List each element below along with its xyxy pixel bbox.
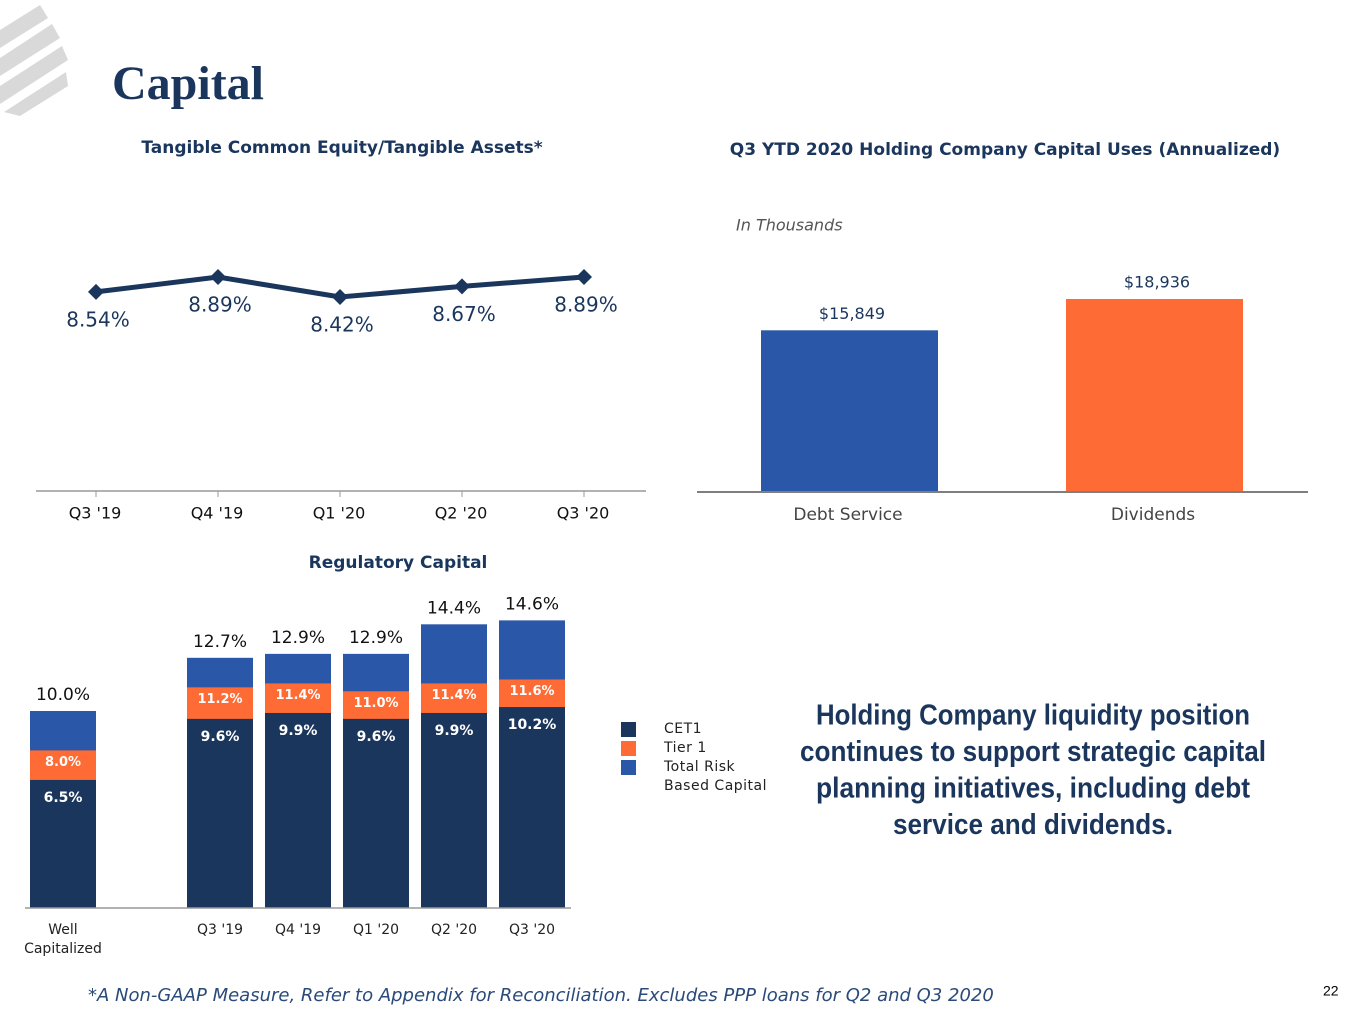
data-label: 12.9% [349,628,403,648]
x-tick-label: Q1 '20 [352,922,400,938]
data-label: 12.9% [271,628,325,648]
page-number: 22 [1323,983,1339,999]
data-label: 8.0% [45,755,81,770]
x-tick-label: Q1 '20 [313,504,366,523]
legend-label: CET1 [664,721,703,737]
data-label: 14.4% [427,598,481,618]
bar [499,707,565,908]
data-label: 9.6% [357,729,396,745]
callout-text: service and dividends. [893,809,1173,841]
legend-label: Total Risk Based Capital [664,759,768,794]
data-label: 8.67% [432,302,496,326]
marker [454,278,470,295]
x-tick-label: Q2 '20 [430,922,478,938]
x-tick-label: Q3 '19 [69,504,122,523]
x-tick-label: Q3 '20 [557,504,610,523]
legend-swatch [621,722,636,737]
data-label: $18,936 [1124,273,1190,292]
data-label: 8.42% [310,313,374,337]
data-label: 8.54% [66,307,130,331]
data-label: 11.0% [353,696,398,711]
data-label: 9.9% [279,723,318,739]
data-label: 11.4% [431,688,476,703]
x-tick-label: Q4 '19 [191,504,244,523]
bar [343,718,409,908]
x-tick-label: Q3 '20 [508,922,556,938]
data-label: 8.89% [554,293,618,317]
marker [88,283,104,300]
x-tick-label: Debt Service [793,505,902,525]
x-tick-label: Dividends [1111,505,1195,525]
callout-text: continues to support strategic capital [800,736,1266,768]
footnote: *A Non-GAAP Measure, Refer to Appendix f… [88,985,994,1006]
x-tick-label: Q3 '19 [196,922,244,938]
data-label: 9.9% [435,723,474,739]
data-label: 11.4% [275,688,320,703]
data-label: 8.89% [188,293,252,317]
bar [187,718,253,908]
chart-title: Q3 YTD 2020 Holding Company Capital Uses… [730,140,1280,160]
data-label: 10.0% [36,685,90,705]
chart-title: Regulatory Capital [309,553,488,573]
x-tick-label: Q4 '19 [274,922,322,938]
x-tick-label: Well Capitalized [24,922,102,957]
bar [761,330,938,491]
marker [576,269,592,286]
bar [30,779,96,908]
legend-label: Tier 1 [664,740,707,756]
data-label: $15,849 [819,304,885,323]
bar [421,712,487,908]
marker [332,289,348,305]
data-label: 10.2% [508,717,557,733]
callout-text: Holding Company liquidity position [816,700,1250,732]
legend-swatch [621,741,636,756]
legend-swatch [621,760,636,775]
chart-subtitle: In Thousands [736,216,843,235]
page-title: Capital [112,57,264,110]
callout-text: planning initiatives, including debt [816,773,1250,805]
marker [210,269,226,286]
bar [1066,299,1243,491]
logo [0,5,68,116]
chart-title: Tangible Common Equity/Tangible Assets* [141,138,542,158]
data-label: 14.6% [505,594,559,614]
x-tick-label: Q2 '20 [435,504,488,523]
data-label: 9.6% [201,729,240,745]
data-label: 11.2% [197,692,242,707]
data-label: 12.7% [193,632,247,652]
bar [265,712,331,908]
data-label: 6.5% [44,790,83,806]
data-label: 11.6% [509,684,554,699]
